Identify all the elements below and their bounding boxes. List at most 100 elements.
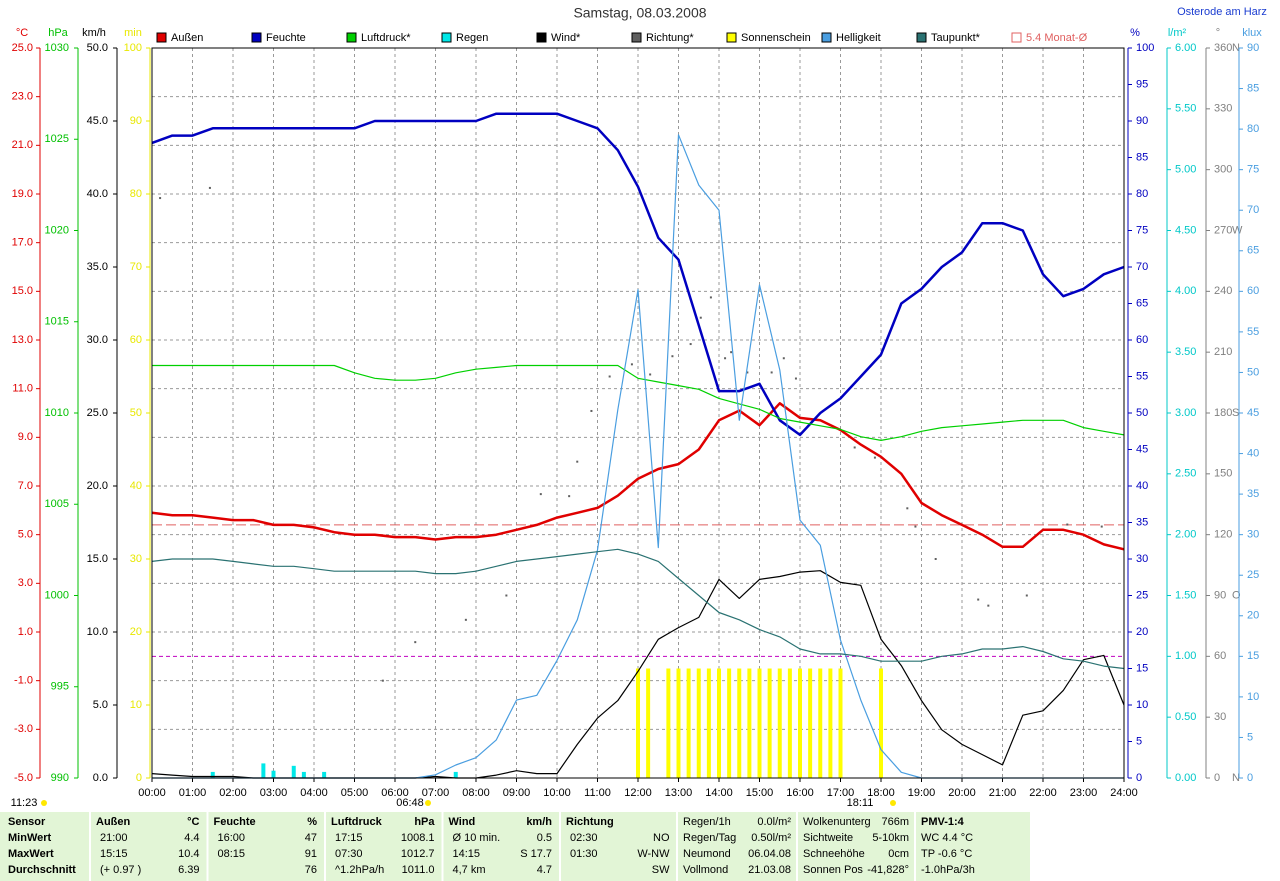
point (414, 641, 417, 644)
x-tick-label: 20:00 (948, 787, 976, 799)
line (151, 548, 1125, 670)
y-tick-label: 70 (130, 261, 142, 273)
y-tick-label: 5.50 (1175, 103, 1196, 115)
y-tick-label: 4.50 (1175, 224, 1196, 236)
axis-title: min (124, 27, 142, 39)
row-label: Sensor (8, 816, 46, 828)
compass-label: W (1232, 224, 1243, 236)
column-header: Richtung (566, 816, 614, 828)
cell-value: 10.4 (178, 848, 199, 860)
cell-value: 47 (305, 832, 317, 844)
y-tick-label: 60 (1214, 650, 1226, 662)
y-tick-label: 70 (1247, 204, 1259, 216)
axis-title: °C (16, 27, 28, 39)
bar (676, 668, 681, 778)
info-label: Wolkenunterg (803, 816, 871, 828)
y-tick-label: 330 (1214, 103, 1232, 115)
y-tick-label: 3.50 (1175, 346, 1196, 358)
point (746, 371, 749, 374)
info-value: 0.50l/m² (751, 832, 791, 844)
cell-time: 08:15 (218, 848, 246, 860)
point (709, 296, 712, 299)
legend-label: Außen (171, 32, 203, 44)
y-tick-label: 10 (1136, 699, 1148, 711)
y-tick-label: 17.0 (12, 237, 33, 249)
point (630, 363, 633, 366)
y-tick-label: 0.00 (1175, 772, 1196, 784)
bar (636, 668, 640, 778)
point (576, 460, 579, 463)
point (381, 679, 384, 682)
point (464, 618, 467, 621)
info-label: Neumond (683, 848, 731, 860)
column-header: Luftdruck (331, 816, 383, 828)
point (590, 409, 593, 412)
cell-value: 4.4 (184, 832, 199, 844)
y-tick-label: -3.0 (14, 723, 33, 735)
x-tick-label: 00:00 (138, 787, 166, 799)
bar (727, 668, 732, 778)
row-label: Durchschnitt (8, 864, 76, 876)
y-tick-label: 50.0 (87, 42, 108, 54)
info-label: Sichtweite (803, 832, 853, 844)
plot-frame (151, 47, 1125, 779)
column-header: Feuchte (214, 816, 256, 828)
cell-time: 15:15 (100, 848, 128, 860)
y-tick-label: 4.00 (1175, 285, 1196, 297)
y-tick-label: 0 (1136, 772, 1142, 784)
axis-title: hPa (48, 27, 68, 39)
y-tick-label: 2.00 (1175, 529, 1196, 541)
y-tick-label: 1015 (45, 316, 69, 328)
bar (747, 668, 752, 778)
info-value: 5-10km (872, 832, 909, 844)
point (977, 598, 980, 601)
info-value: -41,828° (867, 864, 909, 876)
legend-marker (631, 32, 642, 43)
y-tick-label: 45 (1136, 443, 1148, 455)
x-tick-label: 15:00 (746, 787, 774, 799)
x-tick-label: 04:00 (300, 787, 328, 799)
y-tick-label: 1.50 (1175, 589, 1196, 601)
cell-value: W-NW (637, 848, 670, 860)
y-tick-label: 20 (130, 626, 142, 638)
point (208, 186, 211, 189)
y-tick-label: 10 (130, 699, 142, 711)
y-tick-label: 1.00 (1175, 650, 1196, 662)
y-tick-label: 90 (1247, 42, 1259, 54)
y-tick-label: 20.0 (87, 480, 108, 492)
legend-label: Sonnenschein (741, 32, 811, 44)
y-tick-label: 995 (51, 681, 69, 693)
line (151, 402, 1125, 551)
y-tick-label: 15.0 (12, 285, 33, 297)
legend-marker (726, 32, 737, 43)
y-tick-label: 55 (1136, 370, 1148, 382)
cell-value: 1012.7 (401, 848, 435, 860)
cell-time: 01:30 (570, 848, 598, 860)
compass-label: O (1232, 589, 1241, 601)
bar (737, 668, 742, 778)
y-tick-label: 30 (1136, 553, 1148, 565)
y-tick-label: 0.50 (1175, 711, 1196, 723)
y-tick-label: 0 (1247, 772, 1253, 784)
point (159, 197, 162, 200)
y-tick-label: 9.0 (18, 431, 33, 443)
legend-marker (156, 32, 167, 43)
y-tick-label: 0 (1214, 772, 1220, 784)
cell-value: 4.7 (537, 864, 552, 876)
bar (767, 668, 772, 778)
axis-title: ° (1216, 27, 1220, 39)
bar (757, 668, 762, 778)
column-unit: hPa (414, 816, 435, 828)
cell-time: 4,7 km (453, 864, 486, 876)
y-tick-label: 20 (1247, 610, 1259, 622)
point (853, 446, 856, 449)
cell-time: 07:30 (335, 848, 363, 860)
sun-marker (425, 800, 431, 806)
legend-marker (441, 32, 452, 43)
legend-label: Helligkeit (836, 32, 881, 44)
x-tick-label: 19:00 (908, 787, 936, 799)
y-tick-label: 50 (130, 407, 142, 419)
sun-marker (890, 800, 896, 806)
point (1066, 523, 1069, 526)
bar (261, 763, 266, 778)
